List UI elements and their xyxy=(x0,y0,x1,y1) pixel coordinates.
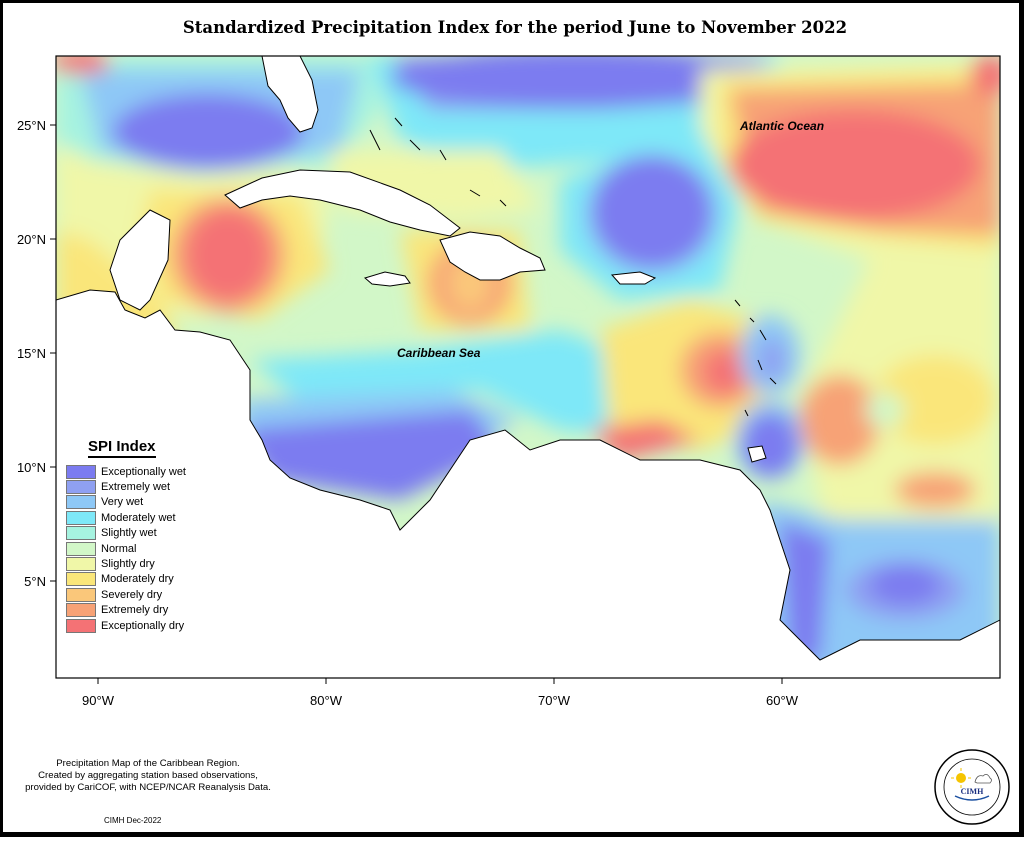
lat-tick-25: 25°N xyxy=(17,118,46,133)
legend-swatch xyxy=(66,464,96,479)
legend-label: Moderately wet xyxy=(101,511,176,524)
lat-tick-10: 10°N xyxy=(17,460,46,475)
legend-item: Exceptionally dry xyxy=(66,618,186,633)
map-border xyxy=(55,55,1001,679)
sun-icon xyxy=(956,773,966,783)
legend-label: Normal xyxy=(101,542,137,555)
legend-swatch xyxy=(66,587,96,602)
legend-swatch xyxy=(66,557,96,572)
legend-item: Moderately dry xyxy=(66,572,186,587)
legend-swatch xyxy=(66,526,96,541)
legend-item: Normal xyxy=(66,541,186,556)
legend-item: Exceptionally wet xyxy=(66,464,186,479)
legend-label: Very wet xyxy=(101,496,144,509)
legend-swatch xyxy=(66,480,96,495)
legend-label: Severely dry xyxy=(101,588,163,601)
map-title: Standardized Precipitation Index for the… xyxy=(182,18,848,37)
footnote: Precipitation Map of the Caribbean Regio… xyxy=(8,758,288,794)
legend-item: Slightly dry xyxy=(66,556,186,572)
footnote-line-2: Created by aggregating station based obs… xyxy=(38,770,258,781)
spi-field xyxy=(56,56,1000,678)
legend-item: Moderately wet xyxy=(66,510,186,525)
logo-text: CIMH xyxy=(961,787,984,796)
legend-label: Exceptionally wet xyxy=(101,465,186,478)
small-islands xyxy=(369,117,777,417)
legend-label: Extremely wet xyxy=(101,481,171,494)
lat-tick-15: 15°N xyxy=(17,346,46,361)
legend-swatch xyxy=(66,603,96,618)
legend-label: Slightly dry xyxy=(101,558,155,571)
spi-legend: SPI Index Exceptionally wet Extremely wet… xyxy=(66,438,186,633)
caribbean-sea-label: Caribbean Sea xyxy=(397,346,481,360)
lon-tick-70: 70°W xyxy=(538,693,571,708)
atlantic-ocean-label: Atlantic Ocean xyxy=(739,119,824,133)
legend-items: Exceptionally wet Extremely wet Very wet Mo… xyxy=(66,464,186,633)
legend-item: Extremely dry xyxy=(66,603,186,618)
credit: CIMH Dec-2022 xyxy=(104,816,162,825)
cloud-icon xyxy=(974,774,992,784)
legend-title: SPI Index xyxy=(88,438,156,458)
lon-tick-60: 60°W xyxy=(766,693,799,708)
lon-tick-80: 80°W xyxy=(310,693,343,708)
axis-ticks xyxy=(50,124,783,684)
legend-item: Extremely wet xyxy=(66,479,186,495)
legend-item: Severely dry xyxy=(66,587,186,602)
legend-swatch xyxy=(66,510,96,525)
legend-swatch xyxy=(66,495,96,510)
lat-tick-20: 20°N xyxy=(17,232,46,247)
legend-label: Slightly wet xyxy=(101,527,157,540)
footnote-line-1: Precipitation Map of the Caribbean Regio… xyxy=(56,758,240,769)
legend-label: Moderately dry xyxy=(101,573,174,586)
legend-item: Slightly wet xyxy=(66,526,186,541)
footnote-line-3: provided by CariCOF, with NCEP/NCAR Rean… xyxy=(25,782,271,793)
legend-swatch xyxy=(66,541,96,556)
legend-item: Very wet xyxy=(66,495,186,510)
cimh-logo: CIMH xyxy=(934,749,1010,825)
lon-tick-90: 90°W xyxy=(82,693,115,708)
landmasses xyxy=(56,56,1000,678)
legend-label: Extremely dry xyxy=(101,604,169,617)
legend-swatch xyxy=(66,618,96,633)
lat-tick-5: 5°N xyxy=(24,574,46,589)
legend-label: Exceptionally dry xyxy=(101,619,185,632)
legend-swatch xyxy=(66,572,96,587)
